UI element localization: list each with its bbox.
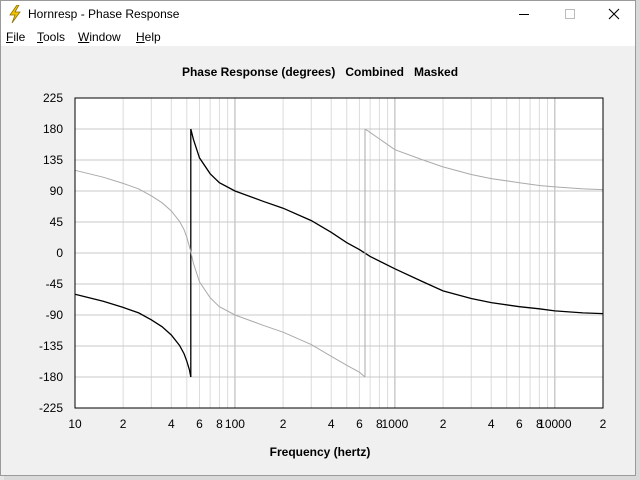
menu-window[interactable]: Window <box>78 30 121 44</box>
y-tick-label: 225 <box>43 91 63 105</box>
x-tick-label: 2 <box>600 417 607 431</box>
x-tick-label: 2 <box>120 417 127 431</box>
minimize-icon <box>519 14 529 15</box>
series-line-1 <box>74 293 192 378</box>
lightning-bolt-icon <box>9 5 21 23</box>
title-bar[interactable]: Hornresp - Phase Response <box>1 1 635 27</box>
y-tick-label: 180 <box>43 122 63 136</box>
series-line-1 <box>190 128 604 315</box>
x-tick-label: 6 <box>356 417 363 431</box>
x-tick-label: 8 <box>216 417 223 431</box>
series-line-2 <box>74 169 366 378</box>
x-tick-label: 10000 <box>538 417 572 431</box>
x-tick-label: 8 <box>376 417 383 431</box>
x-tick-label: 2 <box>440 417 447 431</box>
x-tick-label: 4 <box>488 417 495 431</box>
y-tick-label: 135 <box>43 153 63 167</box>
x-tick-label: 4 <box>328 417 335 431</box>
close-icon <box>608 8 620 20</box>
x-tick-label: 10 <box>68 417 82 431</box>
y-tick-label: 90 <box>50 184 64 198</box>
x-axis-label: Frequency (hertz) <box>269 445 371 459</box>
menu-tools[interactable]: Tools <box>37 30 66 44</box>
chart-title: Phase Response (degrees) Combined Masked <box>181 65 459 79</box>
maximize-icon <box>565 9 575 19</box>
y-tick-label: -90 <box>46 308 64 322</box>
y-tick-label: -225 <box>39 401 63 415</box>
plot-frame <box>74 97 604 409</box>
minimize-button[interactable] <box>501 1 547 27</box>
x-tick-label: 6 <box>196 417 203 431</box>
menu-file[interactable]: File <box>6 30 26 44</box>
menu-bar: File Tools Window Help <box>1 27 635 46</box>
series-line-2 <box>364 128 604 191</box>
x-tick-label: 4 <box>168 417 175 431</box>
x-tick-label: 2 <box>280 417 287 431</box>
close-button[interactable] <box>591 1 637 27</box>
window-title: Hornresp - Phase Response <box>28 7 180 21</box>
x-tick-label: 8 <box>536 417 543 431</box>
menu-help[interactable]: Help <box>136 30 161 44</box>
y-tick-label: -135 <box>39 339 63 353</box>
y-tick-label: 45 <box>50 215 64 229</box>
x-tick-label: 6 <box>516 417 523 431</box>
y-tick-label: -45 <box>46 277 64 291</box>
y-tick-label: -180 <box>39 370 63 384</box>
chart-area: Phase Response (degrees) Combined Masked… <box>7 47 633 475</box>
x-tick-label: 100 <box>225 417 245 431</box>
x-tick-label: 1000 <box>382 417 409 431</box>
maximize-button[interactable] <box>547 1 593 27</box>
y-tick-label: 0 <box>56 246 63 260</box>
